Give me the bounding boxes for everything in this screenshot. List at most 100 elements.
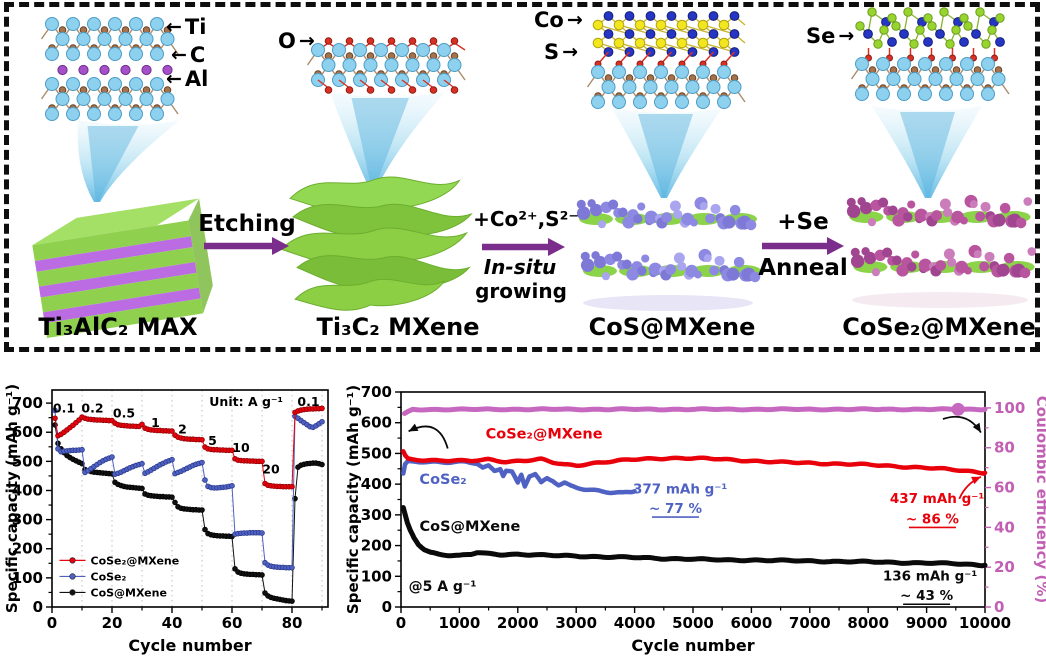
step-etching-label: Etching [198,211,296,237]
right-arrow-icon: → [298,30,315,52]
mxene-sheets-art [280,176,473,311]
series-coulombic-efficiency [402,402,988,416]
step-insitu-label: In-situ [483,255,557,279]
svg-text:4000: 4000 [614,614,656,632]
lattice-cos-structure [586,11,746,109]
step-cos-reagents-label: +Co²⁺,S²⁻ [473,207,579,231]
svg-text:300: 300 [361,506,392,524]
svg-text:700: 700 [361,383,392,401]
svg-text:100: 100 [12,569,43,587]
svg-text:5: 5 [208,433,217,448]
svg-text:200: 200 [361,537,392,555]
svg-text:0.1: 0.1 [297,394,319,409]
svg-text:60: 60 [994,479,1015,497]
stage-name-mxene: Ti₃C₂ MXene [316,313,480,341]
svg-text:0: 0 [396,614,406,632]
svg-text:Coulombic efficiency (%): Coulombic efficiency (%) [1033,396,1046,603]
svg-text:0.1: 0.1 [53,400,75,415]
max-stack-art [32,198,213,339]
svg-text:20: 20 [994,558,1015,576]
atom-label-s-text: S [544,40,560,64]
atom-label-se-text: Se [806,24,836,48]
svg-text:CoSe₂: CoSe₂ [419,472,466,488]
series-cos-mxene [400,505,988,569]
svg-text:100: 100 [361,567,392,585]
lattice-max-structure [40,17,179,121]
lattice-mxene-structure [306,37,466,94]
atom-label-co: Co → [534,10,583,31]
svg-text:CoSe₂@MXene: CoSe₂@MXene [486,427,603,443]
atom-label-co-text: Co [534,8,564,32]
axis-titles: Cycle number Specific capacity (mAh g⁻¹) C… [344,385,1046,655]
axis-titles: Cycle number Specific capacity (mAh g⁻¹) [3,384,252,655]
series-cose-mxene [52,405,325,490]
right-arrow-icon: → [562,41,579,63]
svg-text:600: 600 [361,414,392,432]
axes: 0 1000 2000 3000 4000 5000 6000 7000 8000 9000 100… [361,383,1026,632]
left-arrow-icon: ← [166,16,182,38]
svg-text:Specific capacity (mAh g⁻¹): Specific capacity (mAh g⁻¹) [344,385,362,614]
step-growing-label: growing [475,279,567,303]
svg-text:~ 86 %: ~ 86 % [906,511,959,527]
svg-text:1000: 1000 [439,614,481,632]
svg-text:136 mAh g⁻¹: 136 mAh g⁻¹ [883,569,977,585]
svg-text:10: 10 [232,440,250,455]
right-arrow-icon: → [838,25,855,47]
svg-text:377 mAh g⁻¹: 377 mAh g⁻¹ [633,481,727,497]
svg-text:40: 40 [162,614,183,632]
svg-text:500: 500 [361,444,392,462]
svg-text:400: 400 [361,475,392,493]
svg-text:400: 400 [12,481,43,499]
svg-text:0: 0 [47,614,57,632]
svg-text:0: 0 [382,598,392,616]
svg-text:7000: 7000 [789,614,831,632]
svg-text:0: 0 [994,598,1004,616]
axes: 0 20 40 60 80 0 100 200 300 400 500 600 700 [12,394,323,632]
svg-text:80: 80 [994,439,1015,457]
svg-text:Specific capacity (mAh g⁻¹): Specific capacity (mAh g⁻¹) [3,384,21,613]
step-anneal-label: Anneal [758,255,848,281]
svg-text:CoSe₂: CoSe₂ [91,570,127,583]
svg-text:@5 A g⁻¹: @5 A g⁻¹ [409,579,477,595]
svg-text:Unit: A g⁻¹: Unit: A g⁻¹ [209,394,283,409]
atom-label-se: Se → [806,26,854,47]
right-arrow-icon: → [566,9,583,31]
svg-text:Cycle number: Cycle number [128,636,251,655]
cos-particles-art [576,196,761,311]
atom-label-s: S → [544,42,578,63]
plot-frame [51,389,329,608]
svg-text:600: 600 [12,423,43,441]
stage-name-cose2-mxene: CoSe₂@MXene [842,313,1036,341]
series-cose [52,407,325,571]
atom-label-ti: ← Ti [166,17,206,38]
svg-text:200: 200 [12,540,43,558]
svg-text:437 mAh g⁻¹: 437 mAh g⁻¹ [890,491,984,507]
svg-text:CoS@MXene: CoS@MXene [91,586,167,599]
stage-name-max: Ti₃AlC₂ MAX [38,313,198,341]
lattice-cose2-structure [850,7,1010,101]
svg-text:20: 20 [102,614,123,632]
funnels [77,92,982,202]
svg-text:40: 40 [994,518,1015,536]
cose2-particles-art [846,194,1037,308]
svg-text:~ 43 %: ~ 43 % [900,588,953,604]
left-arrow-icon: ← [171,44,187,66]
atom-label-al-text: Al [184,67,209,91]
svg-text:700: 700 [12,394,43,412]
svg-text:2000: 2000 [497,614,539,632]
svg-text:300: 300 [12,511,43,529]
svg-text:100: 100 [994,399,1025,417]
svg-text:0: 0 [33,598,43,616]
svg-text:Cycle number: Cycle number [631,636,754,655]
cycling-stability-chart: 0 1000 2000 3000 4000 5000 6000 7000 8000 9000 100… [344,383,1046,655]
svg-text:0.5: 0.5 [113,406,135,421]
annotations: CoSe₂@MXene CoSe₂ CoS@MXene @5 A g⁻¹ 377 mAh… [408,415,984,606]
process-arrows [204,237,844,256]
svg-text:500: 500 [12,452,43,470]
atom-label-c: ← C [171,45,205,66]
svg-text:9000: 9000 [906,614,948,632]
synthesis-schematic [32,7,1037,339]
svg-text:CoSe₂@MXene: CoSe₂@MXene [91,554,180,567]
